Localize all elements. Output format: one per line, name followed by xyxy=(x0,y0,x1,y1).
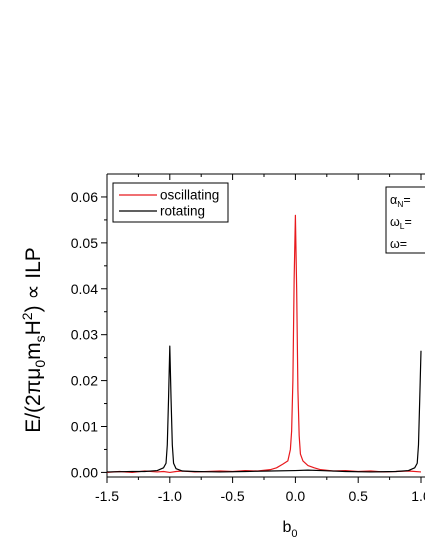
x-axis-label: b0 xyxy=(282,519,297,540)
y-axis-label: E/(2πμ0msH2) ∝ ILP xyxy=(19,247,48,433)
x-tick-label: -1.0 xyxy=(158,488,182,504)
series-line-rotating xyxy=(106,345,422,473)
legend-box xyxy=(112,182,229,223)
annotation-line-alpha: αN= xyxy=(390,193,411,209)
annotation-box xyxy=(385,186,425,254)
x-tick-label: 1.0 xyxy=(411,488,425,504)
x-tick-label: -0.5 xyxy=(221,488,245,504)
y-tick-label: 0.00 xyxy=(71,464,98,480)
x-tick-label: -1.5 xyxy=(95,488,119,504)
y-tick-label: 0.06 xyxy=(71,189,98,205)
y-tick-label: 0.01 xyxy=(71,419,98,435)
legend-label-oscillating: oscillating xyxy=(160,188,219,203)
legend: oscillating rotating xyxy=(112,182,229,223)
series-line-oscillating xyxy=(106,214,422,474)
axes-layer: -1.5 -1.0 -0.5 0.0 0.5 1.0 0.00 0.01 0.02 0.03 0.0… xyxy=(71,173,425,504)
x-tick-label: 0.5 xyxy=(348,488,368,504)
y-tick-label: 0.05 xyxy=(71,235,98,251)
y-tick-label: 0.03 xyxy=(71,327,98,343)
annotation-line-omega: ω= xyxy=(390,237,407,251)
y-tick-label: 0.02 xyxy=(71,373,98,389)
annotation-line-omega-l: ωL= xyxy=(390,215,412,231)
y-tick-label: 0.04 xyxy=(71,281,98,297)
parameter-annotation: αN= ωL= ω= xyxy=(385,186,425,254)
x-tick-label: 0.0 xyxy=(286,488,306,504)
series-layer xyxy=(106,214,422,474)
legend-label-rotating: rotating xyxy=(160,204,205,219)
